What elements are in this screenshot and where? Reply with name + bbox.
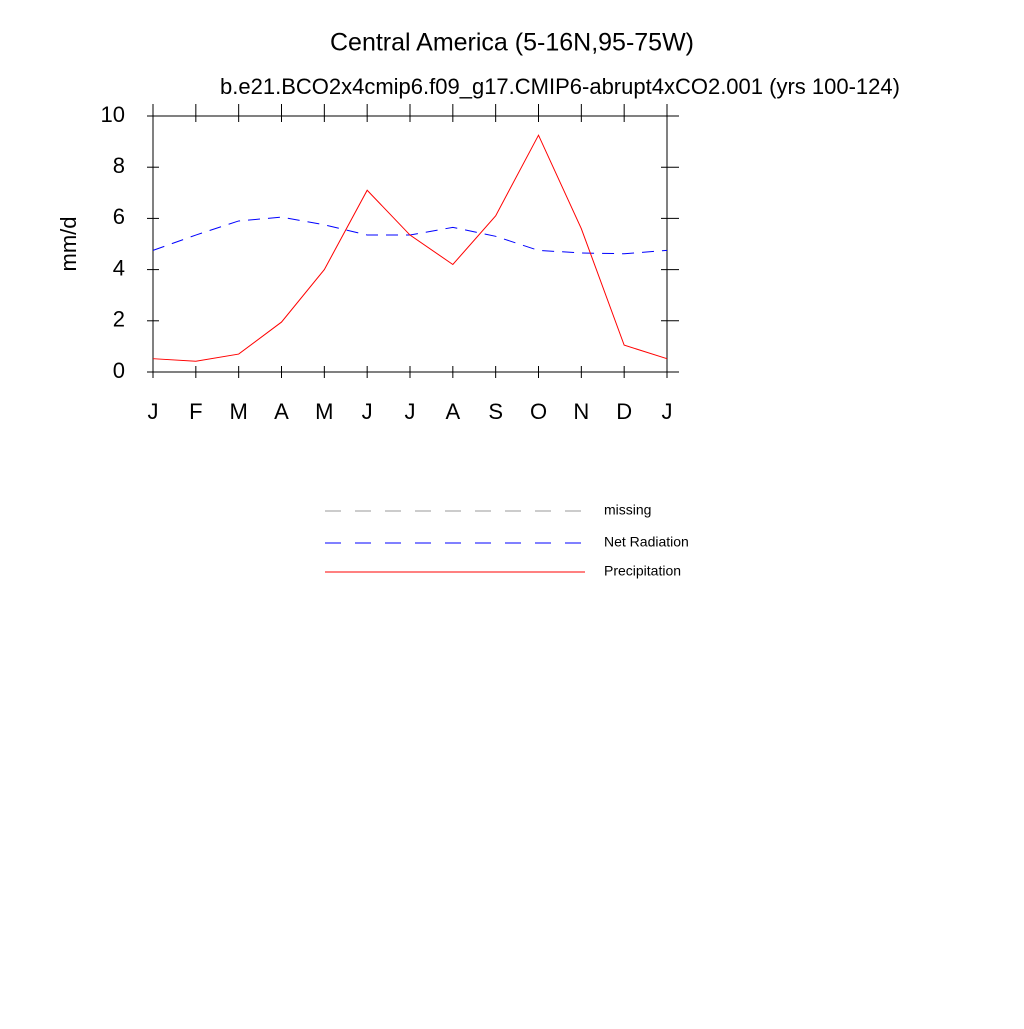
x-tick-label: M [315,399,333,424]
plot-frame [152,115,668,373]
x-tick-label: A [274,399,289,424]
x-tick-label: A [445,399,460,424]
x-tick-label: D [616,399,632,424]
series-line [152,134,668,362]
x-tick-label: S [488,399,503,424]
y-tick-label: 0 [113,358,125,383]
y-tick-label: 4 [113,255,125,280]
y-tick-label: 6 [113,204,125,229]
x-tick-label: M [230,399,248,424]
x-tick-label: J [148,399,159,424]
chart-subtitle: b.e21.BCO2x4cmip6.f09_g17.CMIP6-abrupt4x… [220,74,900,99]
y-axis-label: mm/d [56,217,81,272]
legend-label: Net Radiation [604,534,689,550]
x-tick-label: N [573,399,589,424]
x-tick-label: F [189,399,202,424]
y-tick-label: 2 [113,307,125,332]
chart-title: Central America (5-16N,95-75W) [330,29,694,57]
x-tick-label: J [405,399,416,424]
x-tick-label: J [662,399,673,424]
y-tick-label: 10 [101,102,125,127]
legend-label: missing [604,502,651,518]
x-tick-label: J [362,399,373,424]
y-tick-label: 8 [113,153,125,178]
legend-label: Precipitation [604,563,681,579]
x-tick-label: O [530,399,547,424]
